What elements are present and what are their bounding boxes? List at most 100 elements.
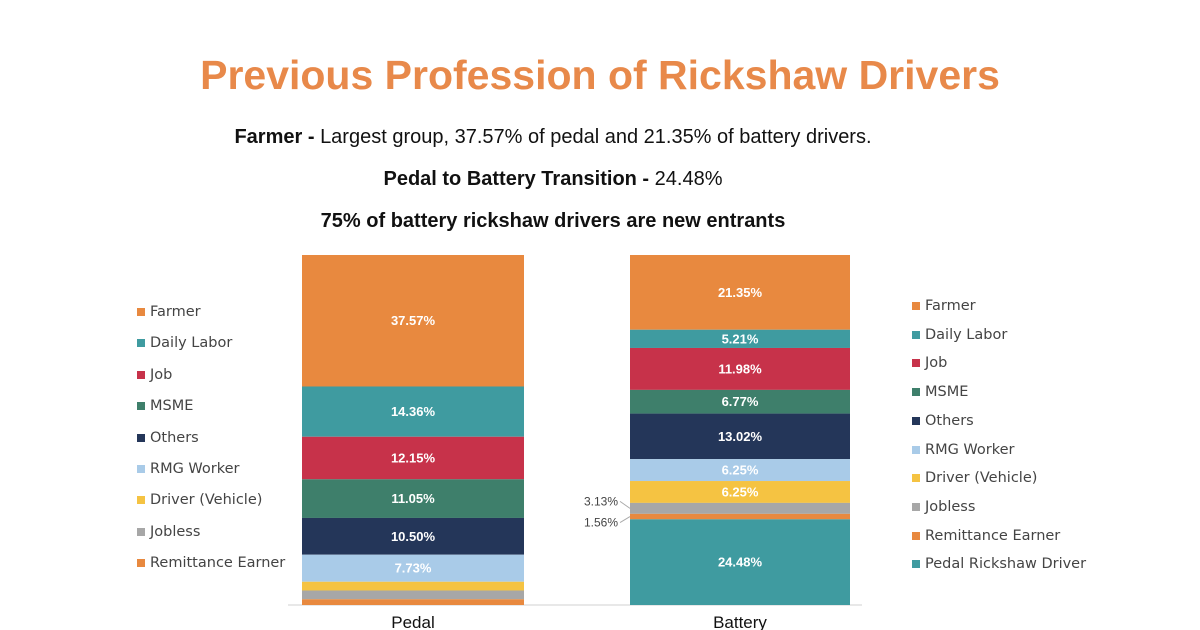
- bar-segment-pedal-farmer: [302, 255, 524, 387]
- bar-segment-pedal-daily-labor: [302, 386, 524, 437]
- legend-label-daily-labor: Daily Labor: [925, 326, 1008, 343]
- subtitle-farmer-bold: Farmer -: [234, 126, 321, 148]
- legend-item-others: Others: [912, 413, 974, 429]
- legend-item-job: Job: [912, 355, 947, 371]
- bar-segment-battery-others: [630, 413, 850, 460]
- legend-label-job: Job: [925, 355, 948, 372]
- legend-item-jobless: Jobless: [912, 499, 975, 515]
- data-label-battery-farmer: 21.35%: [718, 285, 763, 300]
- legend-swatch-msme: [912, 388, 920, 397]
- subtitle-farmer-text: Largest group, 37.57% of pedal and 21.35…: [320, 126, 872, 148]
- data-label-battery-rmg-worker: 6.25%: [722, 463, 759, 478]
- bar-segment-battery-job: [630, 347, 850, 390]
- legend-item-daily-labor: Daily Labor: [137, 335, 232, 351]
- bar-segment-pedal-msme: [302, 479, 524, 518]
- legend-item-jobless: Jobless: [137, 524, 200, 540]
- data-label-battery-others: 13.02%: [718, 429, 763, 444]
- data-label-battery-pedal-rickshaw-driver: 24.48%: [718, 555, 763, 570]
- legend-item-driver-vehicle: Driver (Vehicle): [137, 492, 262, 508]
- data-label-battery-msme: 6.77%: [722, 394, 759, 409]
- bar-segment-pedal-remittance-earner: [302, 599, 524, 605]
- legend-swatch-farmer: [912, 302, 920, 310]
- bar-segment-pedal-jobless: [302, 590, 524, 600]
- legend-label-driver-vehicle: Driver (Vehicle): [925, 470, 1038, 487]
- subtitle-transition: Pedal to Battery Transition - 24.48%: [0, 168, 1153, 191]
- data-label-battery-driver-vehicle: 6.25%: [722, 484, 759, 499]
- leader-line-battery-remittance-earner: [619, 516, 631, 524]
- legend-swatch-jobless: [137, 527, 145, 536]
- data-label-battery-job: 11.98%: [718, 361, 762, 376]
- bar-segment-pedal-rmg-worker: [302, 554, 524, 582]
- legend-swatch-remittance-earner: [137, 559, 145, 568]
- bar-segment-battery-remittance-earner: [630, 513, 850, 520]
- legend-item-job: Job: [137, 367, 172, 383]
- bar-segment-pedal-job: [302, 436, 524, 480]
- legend-label-jobless: Jobless: [150, 523, 201, 540]
- legend-item-rmg-worker: RMG Worker: [912, 442, 1015, 458]
- legend-swatch-rmg-worker: [912, 445, 920, 454]
- legend-swatch-others: [137, 433, 145, 442]
- bar-segment-battery-msme: [630, 389, 850, 414]
- legend-swatch-driver-vehicle: [912, 474, 920, 483]
- subtitle-transition-text: 24.48%: [654, 168, 723, 190]
- data-label-pedal-msme: 11.05%: [391, 491, 435, 506]
- bar-segment-battery-farmer: [630, 255, 850, 330]
- bar-segment-battery-jobless: [630, 502, 850, 514]
- legend-swatch-job: [912, 359, 920, 368]
- category-label-pedal: Pedal: [391, 613, 434, 630]
- legend-item-msme: MSME: [137, 398, 193, 414]
- legend-swatch-others: [912, 416, 920, 425]
- legend-swatch-farmer: [137, 308, 145, 316]
- legend-item-daily-labor: Daily Labor: [912, 327, 1007, 343]
- legend-item-msme: MSME: [912, 384, 968, 400]
- bar-segment-battery-rmg-worker: [630, 459, 850, 482]
- data-label-pedal-job: 12.15%: [391, 451, 436, 466]
- legend-label-remittance-earner: Remittance Earner: [925, 527, 1061, 544]
- legend-label-pedal-rickshaw-driver: Pedal Rickshaw Driver: [925, 556, 1087, 573]
- data-label-battery-jobless: 3.13%: [584, 494, 618, 508]
- data-label-pedal-others: 10.50%: [391, 529, 436, 544]
- leader-line-battery-jobless: [619, 500, 631, 509]
- data-label-pedal-rmg-worker: 7.73%: [395, 561, 432, 576]
- data-label-pedal-farmer: 37.57%: [391, 313, 436, 328]
- legend-swatch-remittance-earner: [912, 531, 920, 540]
- legend-swatch-driver-vehicle: [137, 496, 145, 505]
- bar-segment-battery-daily-labor: [630, 329, 850, 348]
- legend-label-remittance-earner: Remittance Earner: [150, 555, 286, 572]
- legend-swatch-pedal-rickshaw-driver: [912, 560, 920, 569]
- data-label-pedal-daily-labor: 14.36%: [391, 404, 436, 419]
- subtitle-transition-bold: Pedal to Battery Transition -: [383, 168, 655, 190]
- legend-item-others: Others: [137, 430, 199, 446]
- data-label-battery-remittance-earner: 1.56%: [584, 516, 618, 530]
- legend-label-others: Others: [150, 429, 199, 446]
- legend-label-driver-vehicle: Driver (Vehicle): [150, 492, 263, 509]
- legend-label-job: Job: [150, 366, 173, 383]
- bar-segment-pedal-others: [302, 517, 524, 555]
- chart-title: Previous Profession of Rickshaw Drivers: [200, 52, 1000, 98]
- legend-item-driver-vehicle: Driver (Vehicle): [912, 470, 1037, 486]
- legend-swatch-jobless: [912, 502, 920, 511]
- legend-swatch-daily-labor: [912, 330, 920, 339]
- legend-label-jobless: Jobless: [925, 498, 976, 515]
- subtitle-new-entrants: 75% of battery rickshaw drivers are new …: [320, 210, 786, 232]
- legend-item-rmg-worker: RMG Worker: [137, 461, 240, 477]
- category-label-battery: Battery: [713, 613, 767, 630]
- legend-label-msme: MSME: [150, 398, 194, 415]
- legend-label-others: Others: [925, 412, 974, 429]
- legend-label-daily-labor: Daily Labor: [150, 335, 233, 352]
- legend-swatch-job: [137, 370, 145, 379]
- legend-item-remittance-earner: Remittance Earner: [912, 528, 1060, 544]
- legend-label-rmg-worker: RMG Worker: [150, 461, 240, 477]
- legend-item-remittance-earner: Remittance Earner: [137, 555, 285, 571]
- legend-swatch-rmg-worker: [137, 465, 145, 473]
- bar-segment-pedal-driver-vehicle: [302, 581, 524, 591]
- legend-label-farmer: Farmer: [925, 298, 976, 314]
- legend-swatch-daily-labor: [137, 339, 145, 348]
- legend-label-rmg-worker: RMG Worker: [925, 441, 1015, 458]
- legend-swatch-msme: [137, 402, 145, 411]
- legend-item-farmer: Farmer: [137, 304, 201, 320]
- legend-item-pedal-rickshaw-driver: Pedal Rickshaw Driver: [912, 556, 1086, 572]
- legend-label-msme: MSME: [925, 384, 969, 401]
- bar-segment-battery-driver-vehicle: [630, 481, 850, 503]
